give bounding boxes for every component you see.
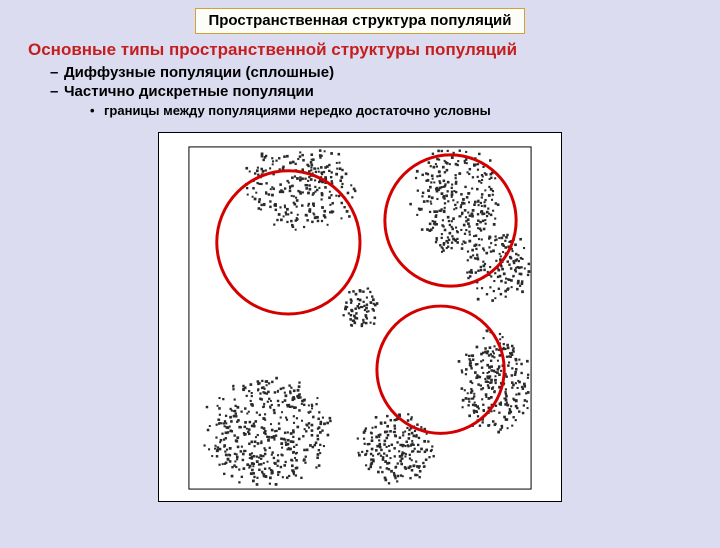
title-text: Пространственная структура популяций bbox=[208, 12, 511, 29]
bullet-diffuse: Диффузные популяции (сплошные) bbox=[0, 64, 720, 81]
subtitle: Основные типы пространственной структуры… bbox=[0, 40, 720, 60]
title-banner: Пространственная структура популяций bbox=[195, 8, 524, 34]
diagram-svg bbox=[159, 133, 561, 501]
population-diagram bbox=[158, 132, 562, 502]
bullet-discrete: Частично дискретные популяции bbox=[0, 83, 720, 100]
bullet-boundaries-note: границы между популяциями нередко достат… bbox=[0, 103, 720, 118]
